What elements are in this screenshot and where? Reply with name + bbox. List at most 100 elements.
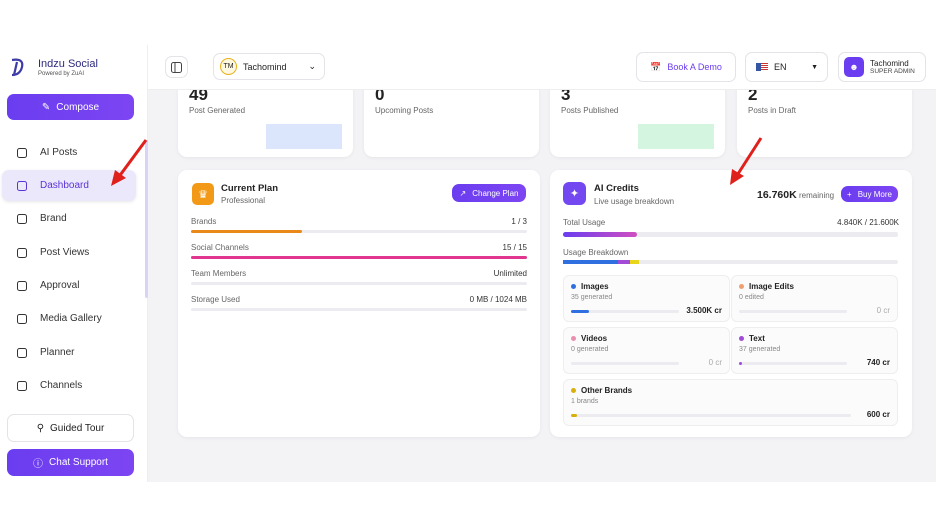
language-select[interactable]: EN ▼ <box>745 52 828 82</box>
usage-tile: Image Edits 0 edited 0 cr <box>731 275 898 322</box>
user-role: SUPER ADMIN <box>870 68 915 75</box>
tile-track <box>571 414 851 417</box>
usage-tile: Text 37 generated 740 cr <box>731 327 898 374</box>
tile-credits: 740 cr <box>866 358 890 367</box>
plan-row-label: Storage Used <box>191 295 240 304</box>
nav-item[interactable]: Planner <box>2 337 136 368</box>
plan-name: Professional <box>221 196 266 205</box>
stat-sparkline <box>638 124 714 149</box>
tile-dot <box>571 336 576 341</box>
guided-tour-button[interactable]: ⚲ Guided Tour <box>7 414 134 442</box>
compose-button[interactable]: ✎ Compose <box>7 94 134 120</box>
buy-more-label: Buy More <box>857 189 892 199</box>
nav-item[interactable]: Post Views <box>2 237 136 268</box>
toggle-sidebar[interactable] <box>165 56 188 78</box>
change-plan-label: Change Plan <box>472 188 519 198</box>
tile-credits: 3.500K cr <box>686 306 722 315</box>
plan-row-track <box>191 256 527 259</box>
stat-label: Upcoming Posts <box>375 106 434 115</box>
total-usage-label: Total Usage <box>563 218 606 227</box>
nav-item[interactable]: Dashboard <box>2 170 136 201</box>
stat-value: 2 <box>748 85 758 104</box>
tile-dot <box>571 284 576 289</box>
tile-detail: 0 edited <box>739 294 764 301</box>
stat-sparkline <box>266 124 342 149</box>
workspace-name: Tachomind <box>243 61 287 72</box>
user-name: Tachomind <box>870 59 909 68</box>
plan-row-label: Brands <box>191 217 217 226</box>
tile-detail: 1 brands <box>571 398 599 405</box>
app: Indzu Social Powered by ZuAI ✎ Compose ⚲ G… <box>0 45 936 482</box>
tile-detail: 35 generated <box>571 294 613 301</box>
nav-label: Post Views <box>40 247 90 258</box>
nav-item[interactable]: Media Gallery <box>2 303 136 334</box>
stat-label: Posts in Draft <box>748 106 797 115</box>
tile-name: Image Edits <box>749 282 794 291</box>
logo <box>11 58 24 77</box>
plan-row-track <box>191 282 527 285</box>
tile-dot <box>571 388 576 393</box>
tile-name: Other Brands <box>581 386 633 395</box>
breakdown-label: Usage Breakdown <box>563 248 629 257</box>
tile-name: Images <box>581 282 609 291</box>
tile-detail: 0 generated <box>571 346 609 353</box>
chat-support-label: Chat Support <box>49 457 108 468</box>
plan-row-value: 0 MB / 1024 MB <box>469 295 527 304</box>
plan-row-label: Team Members <box>191 269 247 278</box>
remaining-label: remaining <box>799 191 835 200</box>
plan-title: Current Plan <box>221 183 279 194</box>
nav-label: Media Gallery <box>40 313 102 324</box>
change-plan-button[interactable]: ↗ Change Plan <box>452 184 526 202</box>
tile-name: Videos <box>581 334 608 343</box>
stat-label: Posts Published <box>561 106 619 115</box>
nav-label: Planner <box>40 347 75 358</box>
total-usage-value: 4.840K / 21.600K <box>837 218 899 227</box>
tile-track <box>739 310 847 313</box>
remaining-value: 16.760K <box>757 189 797 201</box>
tile-track <box>571 362 679 365</box>
usage-tile: Other Brands 1 brands 600 cr <box>563 379 898 426</box>
scrollbar <box>145 140 148 298</box>
tile-track <box>739 362 847 365</box>
nav-label: Channels <box>40 380 83 391</box>
compose-label: Compose <box>56 101 100 113</box>
nav-item[interactable]: AI Posts <box>2 137 136 168</box>
plan-row-track <box>191 230 527 233</box>
user-menu[interactable]: ☻ Tachomind SUPER ADMIN <box>838 52 926 82</box>
tile-credits: 600 cr <box>866 410 890 419</box>
stat-label: Post Generated <box>189 106 246 115</box>
stat-value: 0 <box>375 85 385 104</box>
tile-credits: 0 cr <box>708 358 722 367</box>
tile-dot <box>739 336 744 341</box>
workspace-select[interactable]: TM Tachomind ⌄ <box>213 53 325 80</box>
workspace-avatar: TM <box>220 58 237 75</box>
topbar: TM Tachomind ⌄ 📅 Book A Demo EN ▼ ☻ Tachomi… <box>148 45 936 90</box>
credits-subtitle: Live usage breakdown <box>594 197 675 206</box>
plan-row-value: 1 / 3 <box>511 217 527 226</box>
plan-row-track <box>191 308 527 311</box>
nav-item[interactable]: Brand <box>2 203 136 234</box>
book-demo-button[interactable]: 📅 Book A Demo <box>636 52 736 82</box>
stat-value: 3 <box>561 85 571 104</box>
breakdown-track <box>563 260 898 264</box>
tagline: Powered by ZuAI <box>38 71 85 77</box>
nav-label: AI Posts <box>40 147 78 158</box>
brand: Indzu Social <box>38 58 98 70</box>
credits-title: AI Credits <box>594 183 639 194</box>
nav-item[interactable]: Approval <box>2 270 136 301</box>
plan-row-value: 15 / 15 <box>502 243 527 252</box>
tile-dot <box>739 284 744 289</box>
tile-track <box>571 310 679 313</box>
credits-card: ✦ AI Credits Live usage breakdown 16.760… <box>550 170 912 437</box>
nav-item[interactable]: Channels <box>2 370 136 401</box>
buy-more-button[interactable]: + Buy More <box>841 186 898 202</box>
tile-detail: 37 generated <box>739 346 781 353</box>
total-usage-track <box>563 232 898 237</box>
tile-credits: 0 cr <box>876 306 890 315</box>
nav-label: Approval <box>40 280 80 291</box>
plan-card: ♛ Current Plan Professional ↗ Change Plan… <box>178 170 540 437</box>
book-demo-label: Book A Demo <box>667 62 722 72</box>
chat-support-button[interactable]: ⓘ Chat Support <box>7 449 134 476</box>
